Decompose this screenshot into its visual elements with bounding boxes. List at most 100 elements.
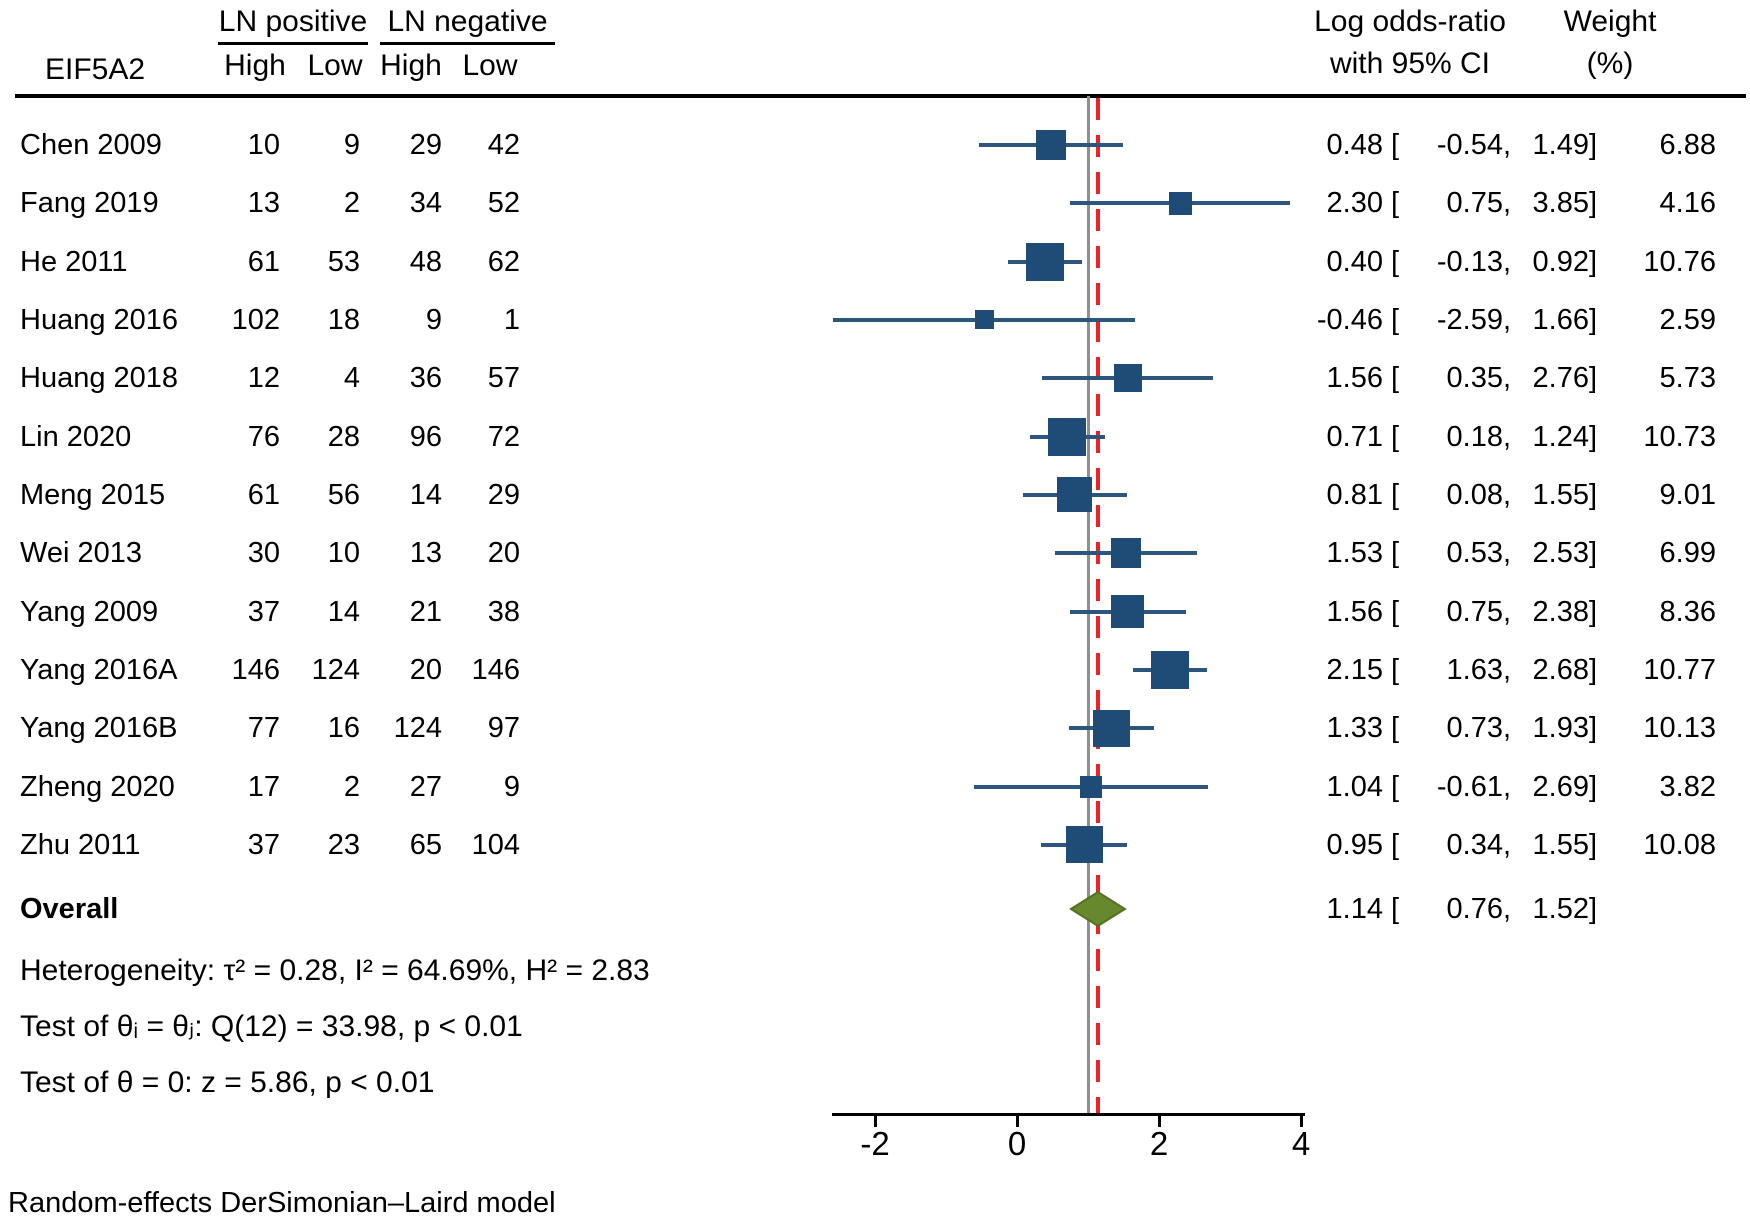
- ci-upper-value: 3.85: [1532, 187, 1589, 220]
- ci-lower-value: -0.61: [1436, 770, 1503, 803]
- ci-lower-value: 0.34: [1446, 828, 1503, 861]
- estimate-value: 2.30: [1326, 187, 1383, 220]
- ci-text: 2.15[1.63, 2.68]: [1305, 650, 1605, 690]
- ci-close-bracket: ]: [1589, 893, 1598, 925]
- ci-upper-value: 1.66: [1532, 303, 1589, 336]
- ci-upper-value: 1.55: [1532, 828, 1589, 861]
- ln-positive-high-value: 76: [247, 420, 280, 453]
- ci-close-bracket: ]: [1589, 537, 1598, 570]
- ci-open-bracket: [: [1390, 537, 1400, 570]
- ci-lower-value: -2.59: [1436, 303, 1503, 336]
- overall-ci-upper: 1.52: [1532, 893, 1589, 925]
- ci-upper-value: 1.55: [1532, 478, 1589, 511]
- ln-positive-high-value: 61: [247, 245, 280, 278]
- ci-open-bracket: [: [1390, 653, 1400, 686]
- table-row: Huang 2018 12 4 36 57 1.56[0.35, 2.76] 5.…: [0, 358, 1750, 398]
- ci-open-bracket: [: [1390, 187, 1400, 220]
- ci-lower-value: -0.13: [1436, 245, 1503, 278]
- weight-value: 2.59: [1659, 303, 1716, 336]
- ln-negative-low-value: 29: [487, 478, 520, 511]
- subheader-ln-positive-low: Low: [307, 49, 363, 82]
- null-reference-line: [1086, 96, 1090, 1113]
- ci-close-bracket: ]: [1589, 595, 1598, 628]
- ci-open-bracket: [: [1390, 712, 1400, 745]
- ci-lower-value: 0.53: [1446, 537, 1503, 570]
- ci-upper-value: 1.93: [1532, 712, 1589, 745]
- ci-text: 1.53[0.53, 2.53]: [1305, 533, 1605, 573]
- ln-positive-low-value: 4: [343, 362, 360, 395]
- x-tick-label: -2: [860, 1125, 890, 1162]
- table-row: Yang 2009 37 14 21 38 1.56[0.75, 2.38] 8.…: [0, 592, 1750, 632]
- ln-positive-high-value: 37: [247, 595, 280, 628]
- ln-positive-high-value: 17: [247, 770, 280, 803]
- table-row: Meng 2015 61 56 14 29 0.81[0.08, 1.55] 9.…: [0, 475, 1750, 515]
- ci-open-bracket: [: [1390, 770, 1400, 803]
- ci-close-bracket: ]: [1589, 770, 1598, 803]
- ci-upper-value: 1.49: [1532, 129, 1589, 161]
- weight-value: 10.08: [1643, 828, 1716, 861]
- x-tick-mark: [1157, 1113, 1161, 1127]
- ci-lower-value: -0.54: [1436, 129, 1503, 161]
- ln-positive-low-value: 2: [343, 770, 360, 803]
- estimate-value: 1.56: [1326, 595, 1383, 628]
- ln-negative-low-value: 72: [487, 420, 520, 453]
- weight-value: 4.16: [1659, 187, 1716, 220]
- ci-open-bracket: [: [1390, 478, 1400, 511]
- ln-negative-high-value: 36: [409, 362, 442, 395]
- study-label: Huang 2016: [20, 303, 179, 336]
- ln-negative-low-value: 97: [487, 712, 520, 745]
- ci-text: -0.46[-2.59, 1.66]: [1305, 300, 1605, 340]
- ln-negative-high-value: 124: [393, 712, 442, 745]
- ln-negative-high-value: 9: [425, 303, 442, 336]
- table-row: Lin 2020 76 28 96 72 0.71[0.18, 1.24] 10.…: [0, 417, 1750, 457]
- ln-negative-high-value: 21: [409, 595, 442, 628]
- ln-positive-high-value: 146: [231, 653, 280, 686]
- overall-label: Overall: [20, 893, 119, 925]
- ci-comma: ,: [1503, 303, 1512, 336]
- test-of-group-differences: Test of θᵢ = θⱼ: Q(12) = 33.98, p < 0.01: [20, 1010, 523, 1043]
- group-header-ln-positive: LN positive: [218, 2, 368, 45]
- study-label: Wei 2013: [20, 537, 142, 570]
- ln-negative-low-value: 104: [471, 828, 520, 861]
- ci-open-bracket: [: [1390, 303, 1400, 336]
- subheader-ln-negative-low: Low: [462, 49, 518, 82]
- x-tick-mark: [1015, 1113, 1019, 1127]
- ci-comma: ,: [1503, 187, 1512, 220]
- x-tick-label: 0: [1007, 1125, 1027, 1162]
- ci-comma: ,: [1503, 420, 1512, 453]
- weight-value: 10.73: [1643, 420, 1716, 453]
- ci-upper-value: 2.53: [1532, 537, 1589, 570]
- ln-negative-high-value: 20: [409, 653, 442, 686]
- weight-column-header-line2: (%): [1586, 47, 1634, 80]
- ci-text: 1.04[-0.61, 2.69]: [1305, 767, 1605, 807]
- effect-column-header-line1: Log odds-ratio: [1314, 5, 1506, 38]
- ln-positive-low-value: 10: [327, 537, 360, 570]
- table-row: Zhu 2011 37 23 65 104 0.95[0.34, 1.55] 10…: [0, 825, 1750, 865]
- study-label: Huang 2018: [20, 362, 179, 395]
- ln-negative-low-value: 62: [487, 245, 520, 278]
- ci-upper-value: 2.38: [1532, 595, 1589, 628]
- estimate-value: 2.15: [1326, 653, 1383, 686]
- ln-negative-high-value: 34: [409, 187, 442, 220]
- ci-open-bracket: [: [1390, 245, 1400, 278]
- ci-close-bracket: ]: [1589, 653, 1598, 686]
- ci-comma: ,: [1503, 537, 1512, 570]
- ln-negative-low-value: 52: [487, 187, 520, 220]
- ln-positive-low-value: 124: [311, 653, 360, 686]
- ln-positive-high-value: 61: [247, 478, 280, 511]
- ln-positive-high-value: 12: [247, 362, 280, 395]
- subheader-ln-negative-high: High: [380, 49, 442, 82]
- ln-negative-high-value: 27: [409, 770, 442, 803]
- test-of-overall-effect: Test of θ = 0: z = 5.86, p < 0.01: [20, 1066, 435, 1099]
- effect-square: [1048, 417, 1087, 456]
- ci-close-bracket: ]: [1589, 362, 1598, 395]
- ci-lower-value: 0.18: [1446, 420, 1503, 453]
- ci-open-bracket: [: [1390, 129, 1400, 161]
- study-label: Meng 2015: [20, 478, 166, 511]
- effect-square: [1113, 364, 1142, 393]
- heterogeneity-stats: Heterogeneity: τ² = 0.28, I² = 64.69%, H…: [20, 954, 650, 987]
- effect-square: [1057, 477, 1092, 513]
- ci-close-bracket: ]: [1589, 420, 1598, 453]
- effect-square: [1065, 826, 1103, 864]
- ln-negative-low-value: 1: [503, 303, 520, 336]
